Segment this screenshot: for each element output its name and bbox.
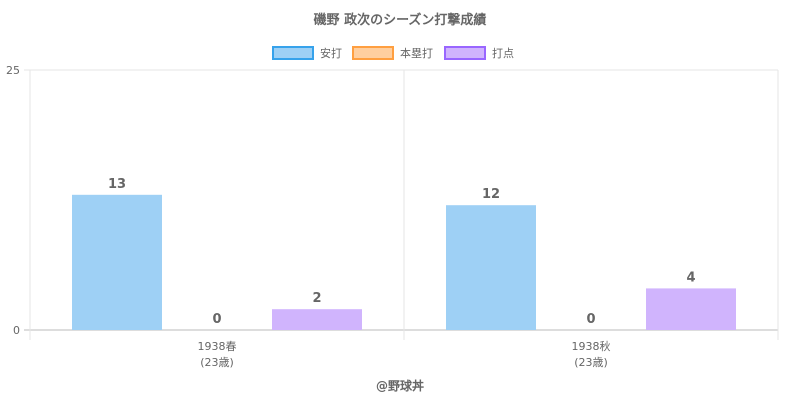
bar-安打: [446, 205, 536, 330]
bar-打点: [646, 288, 736, 330]
legend-label: 本塁打: [400, 46, 433, 60]
bar-打点: [272, 309, 362, 330]
data-label: 0: [212, 312, 221, 327]
legend-swatch: [272, 46, 314, 60]
data-label: 4: [686, 270, 695, 285]
x-tick-label: 1938春: [198, 340, 237, 353]
y-tick-label: 25: [6, 64, 20, 77]
data-label: 13: [108, 177, 126, 192]
x-tick-label: 1938秋: [572, 339, 611, 353]
x-tick-sublabel: (23歳): [200, 356, 234, 369]
legend-label: 安打: [320, 46, 342, 60]
chart-title: 磯野 政次のシーズン打撃成績: [314, 12, 487, 28]
legend-label: 打点: [492, 46, 514, 60]
footer-credit: @野球丼: [376, 378, 424, 393]
y-tick-label: 0: [13, 324, 20, 337]
legend-swatch: [352, 46, 394, 60]
x-tick-sublabel: (23歳): [574, 356, 608, 369]
data-label: 12: [482, 187, 500, 202]
data-label: 0: [586, 312, 595, 327]
data-label: 2: [312, 291, 321, 306]
bar-安打: [72, 194, 162, 330]
legend-swatch: [444, 46, 486, 60]
